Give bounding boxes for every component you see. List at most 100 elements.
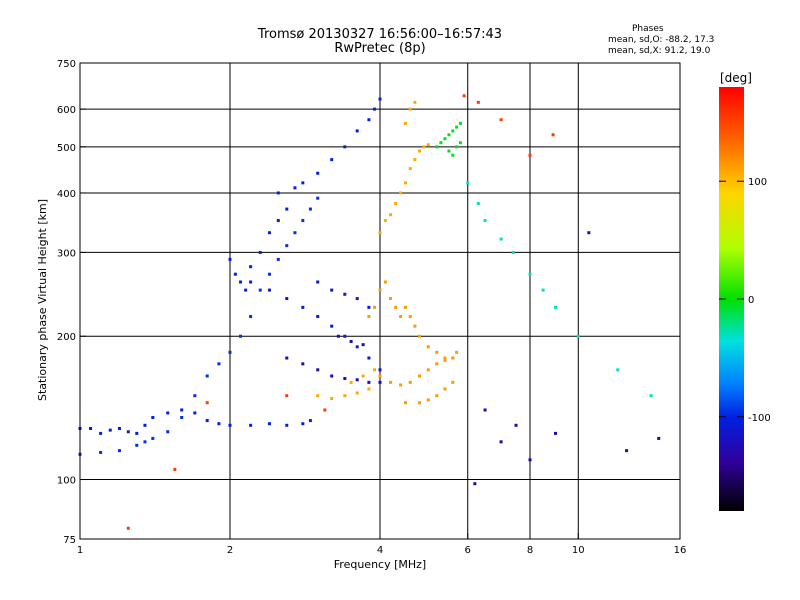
y-tick-label: 600 bbox=[57, 105, 76, 116]
grid-lines bbox=[80, 63, 680, 539]
data-point bbox=[403, 305, 407, 309]
data-point bbox=[323, 408, 327, 412]
data-point bbox=[511, 250, 515, 254]
data-point bbox=[367, 315, 371, 319]
data-point bbox=[378, 288, 382, 292]
data-point bbox=[143, 440, 147, 444]
data-point bbox=[330, 158, 334, 162]
data-point bbox=[458, 141, 462, 145]
data-point bbox=[476, 100, 480, 104]
data-point bbox=[180, 415, 184, 419]
data-point bbox=[316, 280, 320, 284]
data-point bbox=[389, 297, 393, 301]
data-point bbox=[143, 423, 147, 427]
data-point bbox=[173, 467, 177, 471]
data-point bbox=[413, 100, 417, 104]
data-point bbox=[413, 158, 417, 162]
data-point bbox=[413, 324, 417, 328]
data-point bbox=[117, 426, 121, 430]
x-tick-label: 10 bbox=[572, 545, 585, 556]
data-point bbox=[355, 129, 359, 133]
data-point bbox=[99, 431, 103, 435]
colorbar-tick-label: 0 bbox=[748, 295, 754, 306]
data-point bbox=[180, 408, 184, 412]
data-point bbox=[541, 288, 545, 292]
data-point bbox=[249, 423, 253, 427]
data-point bbox=[301, 219, 305, 223]
data-point bbox=[447, 149, 451, 153]
data-point bbox=[330, 374, 334, 378]
data-point bbox=[108, 428, 112, 432]
data-point bbox=[466, 181, 470, 185]
y-tick-label: 75 bbox=[63, 535, 76, 546]
data-point bbox=[435, 350, 439, 354]
data-point bbox=[378, 374, 382, 378]
data-point bbox=[394, 202, 398, 206]
data-point bbox=[343, 292, 347, 296]
data-point bbox=[285, 244, 289, 248]
data-point bbox=[378, 97, 382, 101]
phases-o-mode: mean, sd,O: -88.2, 17.3 bbox=[608, 35, 715, 45]
data-point bbox=[249, 265, 253, 269]
data-point bbox=[343, 394, 347, 398]
data-point bbox=[126, 526, 130, 530]
data-point bbox=[367, 305, 371, 309]
data-point bbox=[447, 133, 451, 137]
data-point bbox=[443, 137, 447, 141]
data-point bbox=[205, 401, 209, 405]
data-point bbox=[276, 257, 280, 261]
data-point bbox=[285, 423, 289, 427]
colorbar-label: [deg] bbox=[720, 71, 752, 85]
data-point bbox=[426, 143, 430, 147]
data-point bbox=[99, 450, 103, 454]
data-point bbox=[267, 231, 271, 235]
data-point bbox=[528, 272, 532, 276]
data-point bbox=[451, 356, 455, 360]
data-point bbox=[135, 443, 139, 447]
data-point bbox=[267, 288, 271, 292]
data-point bbox=[205, 374, 209, 378]
data-point bbox=[378, 380, 382, 384]
data-point bbox=[355, 345, 359, 349]
data-point bbox=[117, 449, 121, 453]
data-point bbox=[483, 408, 487, 412]
data-point bbox=[217, 362, 221, 366]
data-point bbox=[417, 334, 421, 338]
data-point bbox=[301, 305, 305, 309]
data-point bbox=[151, 436, 155, 440]
data-point bbox=[383, 219, 387, 223]
data-point bbox=[308, 207, 312, 211]
data-point bbox=[443, 358, 447, 362]
chart-title-line1: Tromsø 20130327 16:56:00–16:57:43 bbox=[257, 27, 503, 42]
data-point bbox=[258, 250, 262, 254]
data-point bbox=[233, 272, 237, 276]
data-point bbox=[451, 129, 455, 133]
data-point bbox=[301, 181, 305, 185]
x-axis-label: Frequency [MHz] bbox=[334, 558, 426, 571]
data-point bbox=[316, 315, 320, 319]
data-point bbox=[205, 419, 209, 423]
data-point bbox=[435, 145, 439, 149]
data-point bbox=[293, 186, 297, 190]
data-point bbox=[399, 191, 403, 195]
data-point bbox=[378, 368, 382, 372]
data-point bbox=[576, 334, 580, 338]
data-point bbox=[217, 422, 221, 426]
data-point bbox=[499, 118, 503, 122]
data-point bbox=[349, 339, 353, 343]
data-point bbox=[336, 334, 340, 338]
data-point bbox=[228, 257, 232, 261]
data-point bbox=[166, 411, 170, 415]
data-point bbox=[451, 153, 455, 157]
data-point bbox=[258, 288, 262, 292]
x-tick-label: 16 bbox=[674, 545, 687, 556]
phases-x-mode: mean, sd,X: 91.2, 19.0 bbox=[608, 46, 711, 56]
data-point bbox=[483, 219, 487, 223]
data-point bbox=[249, 315, 253, 319]
data-point bbox=[462, 94, 466, 98]
data-point bbox=[239, 334, 243, 338]
data-point bbox=[403, 121, 407, 125]
data-point bbox=[193, 411, 197, 415]
data-point bbox=[435, 394, 439, 398]
colorbar-ticks: 100 0 -100 bbox=[719, 177, 771, 424]
